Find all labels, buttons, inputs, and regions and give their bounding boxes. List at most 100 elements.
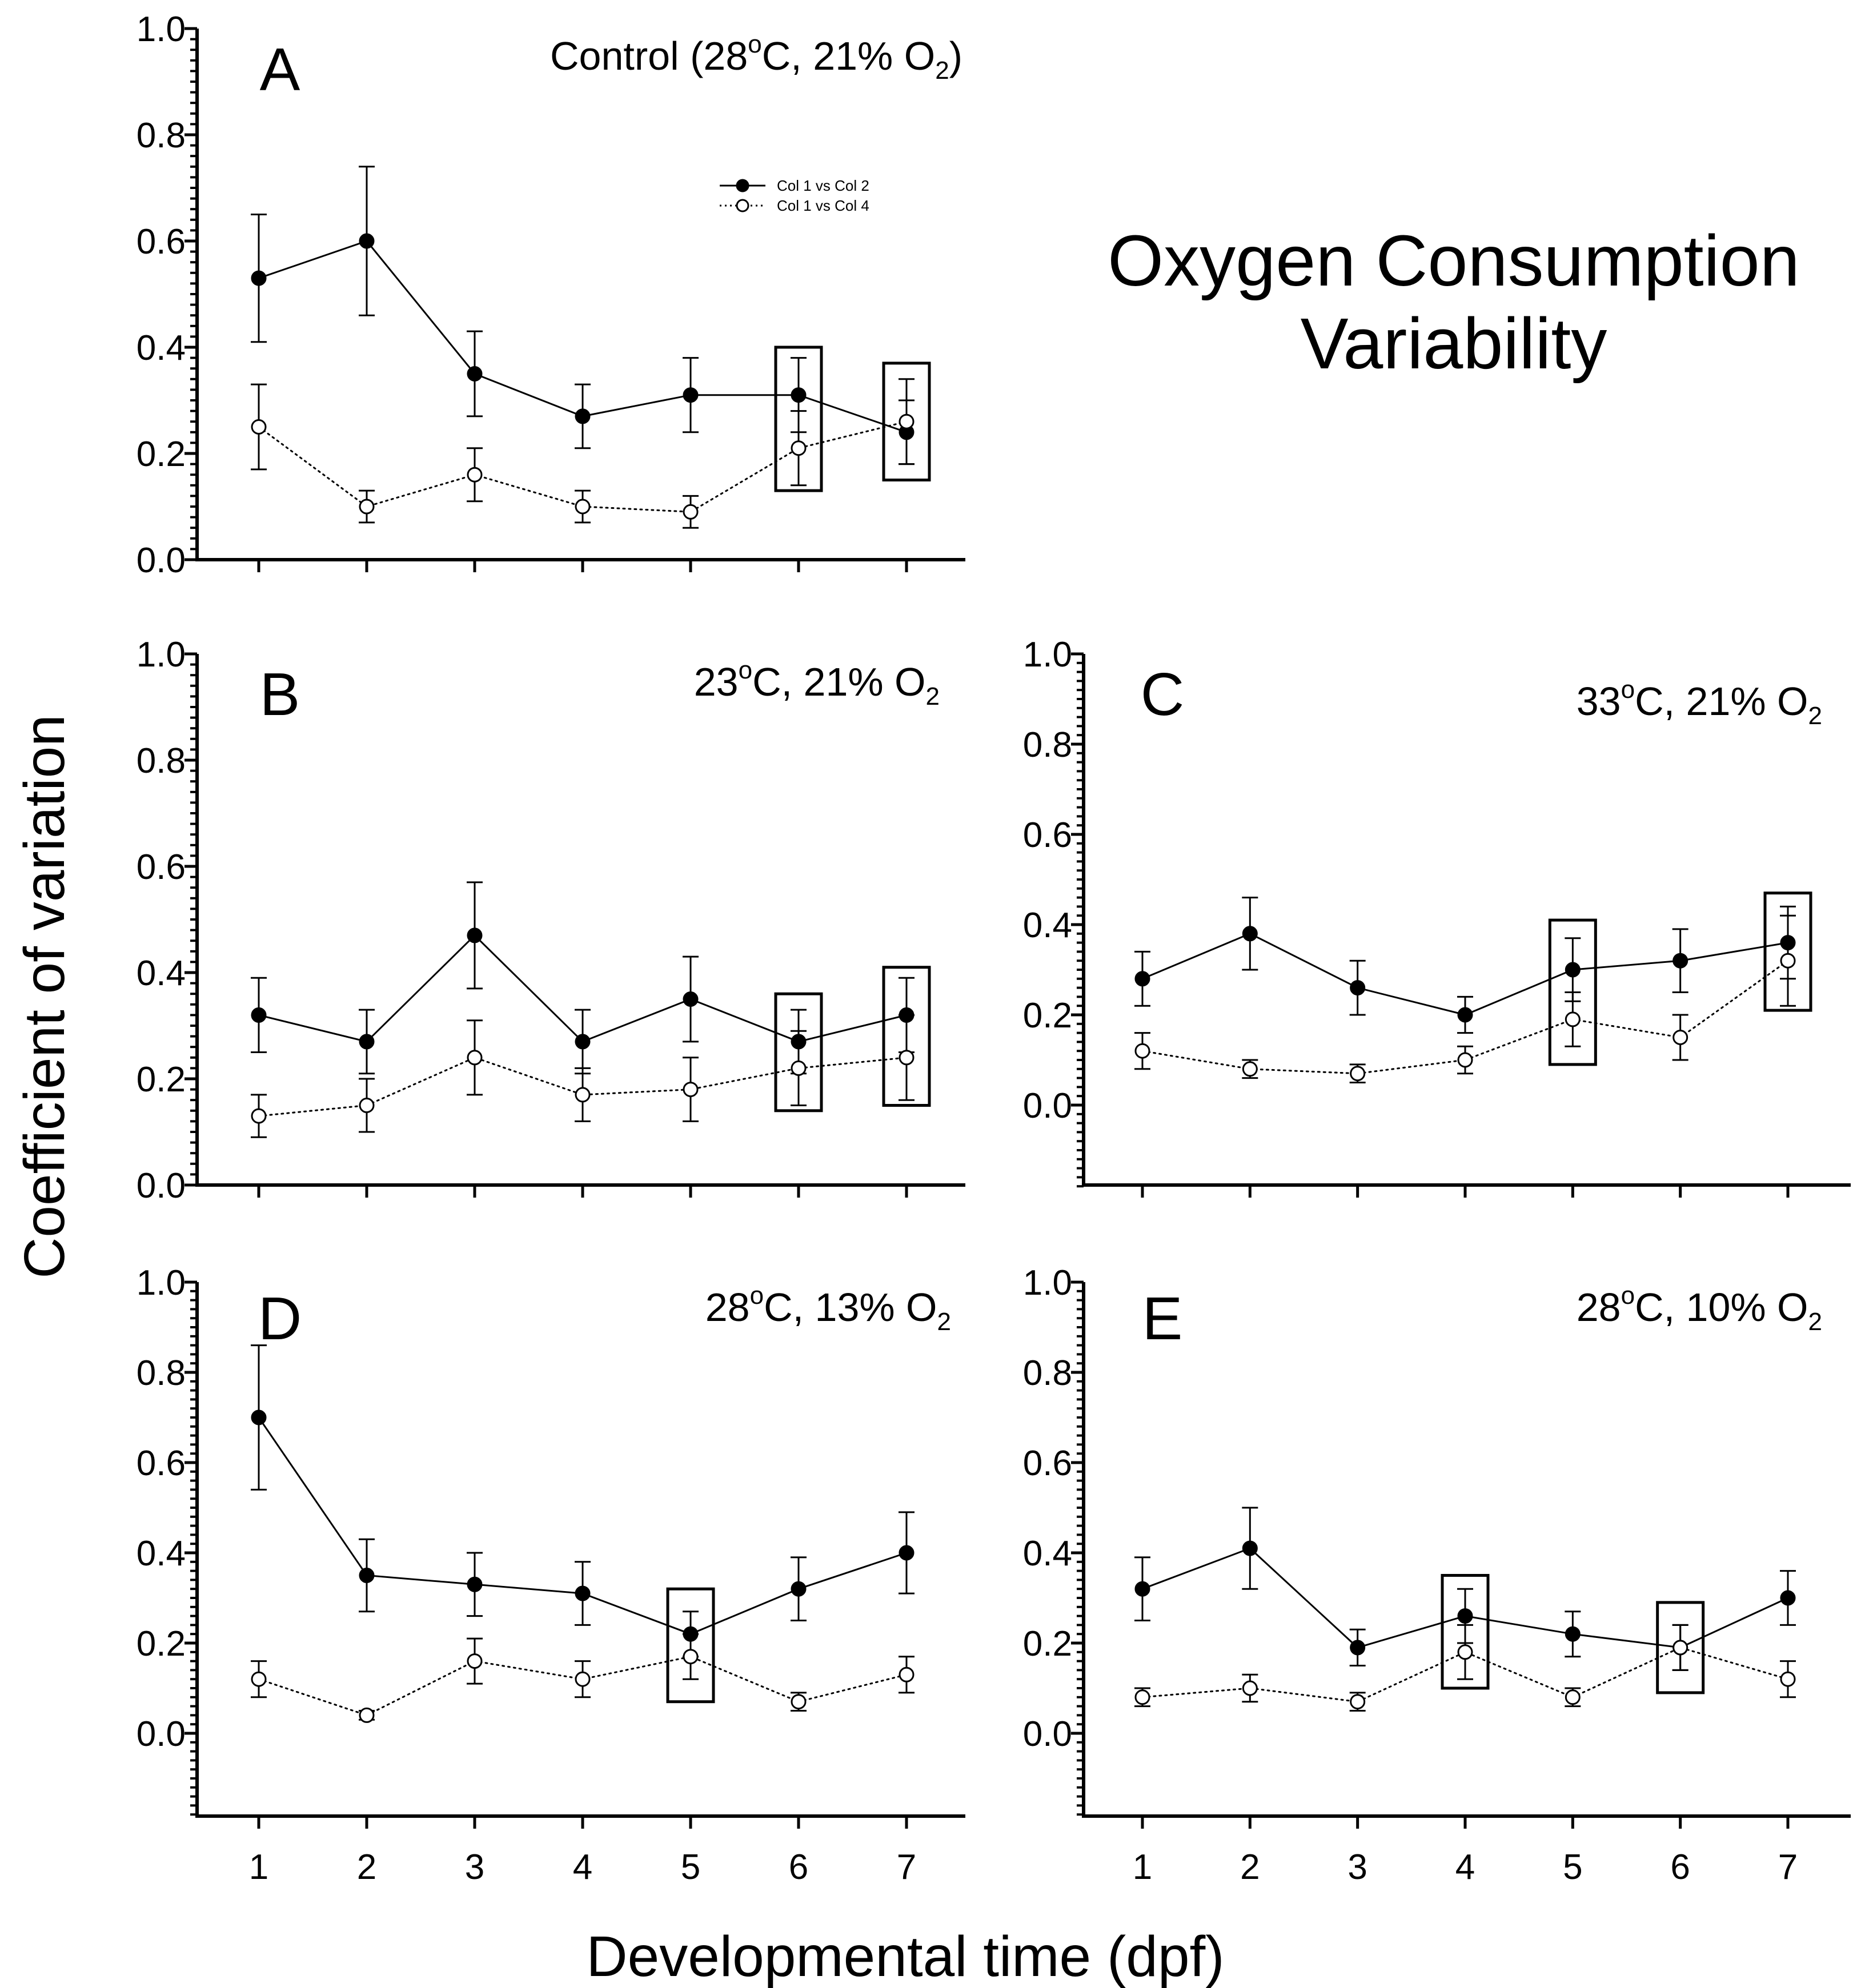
x-tick-label: 7 bbox=[897, 1848, 916, 1887]
data-point-open bbox=[683, 504, 699, 520]
highlight-box bbox=[666, 1587, 715, 1704]
data-point-filled bbox=[1565, 1626, 1581, 1642]
data-point-open bbox=[467, 1050, 483, 1066]
data-point-open bbox=[575, 499, 591, 515]
y-tick-label: 0.8 bbox=[137, 116, 186, 155]
data-point-filled bbox=[1350, 980, 1366, 996]
y-tick-label: 1.0 bbox=[137, 1263, 186, 1303]
data-point-filled bbox=[1242, 926, 1258, 942]
y-tick-label: 0.2 bbox=[137, 435, 186, 474]
highlight-box bbox=[774, 346, 823, 492]
data-point-filled bbox=[251, 1409, 267, 1425]
data-point-filled bbox=[467, 366, 483, 381]
data-point-filled bbox=[575, 1034, 591, 1050]
legend-label: Col 1 vs Col 2 bbox=[777, 177, 869, 194]
y-tick-label: 0.8 bbox=[1023, 1354, 1072, 1393]
data-point-filled bbox=[683, 991, 699, 1007]
panel-a: 0.0 0.2 0.4 0.6 0.8 1.0 A Control (28oC, 21% O2… bbox=[137, 10, 965, 580]
panel-letter: B bbox=[260, 661, 300, 728]
x-tick-label: 3 bbox=[465, 1848, 484, 1887]
x-tick-label: 4 bbox=[1455, 1848, 1475, 1887]
y-tick-label: 0.0 bbox=[137, 1166, 186, 1206]
data-point-open bbox=[1350, 1066, 1366, 1082]
data-point-filled bbox=[683, 387, 699, 403]
x-tick-label: 2 bbox=[1240, 1848, 1260, 1887]
highlight-box bbox=[1656, 1601, 1705, 1694]
data-point-filled bbox=[575, 1585, 591, 1601]
data-point-open bbox=[1350, 1694, 1366, 1710]
data-point-open bbox=[359, 499, 375, 515]
condition-label: 23oC, 21% O2 bbox=[694, 656, 940, 710]
panel-letter: A bbox=[260, 36, 300, 103]
y-tick-label: 1.0 bbox=[1023, 635, 1072, 674]
data-point-open bbox=[899, 413, 915, 429]
data-point-filled bbox=[1565, 962, 1581, 978]
data-point-open bbox=[1457, 1644, 1473, 1660]
data-point-filled bbox=[251, 270, 267, 286]
data-point-open bbox=[251, 419, 267, 435]
data-point-filled bbox=[1134, 971, 1150, 987]
data-point-filled bbox=[1457, 1007, 1473, 1023]
data-point-filled bbox=[791, 387, 807, 403]
y-tick-label: 0.4 bbox=[137, 1534, 186, 1573]
x-tick-label: 6 bbox=[789, 1848, 808, 1887]
panel-letter: D bbox=[258, 1285, 302, 1352]
data-point-filled bbox=[791, 1581, 807, 1597]
panel-c: 0.0 0.2 0.4 0.6 0.8 1.0 C 33oC, 21% O2 bbox=[1023, 635, 1851, 1198]
panel-b: 0.0 0.2 0.4 0.6 0.8 1.0 B 23oC, 21% O2 bbox=[137, 635, 965, 1206]
data-point-open bbox=[467, 1653, 483, 1669]
data-point-open bbox=[359, 1098, 375, 1113]
x-tick-label: 2 bbox=[357, 1848, 376, 1887]
legend: Col 1 vs Col 2 Col 1 vs Col 4 bbox=[720, 177, 869, 214]
data-point-filled bbox=[1780, 1590, 1796, 1606]
data-point-open bbox=[791, 1694, 807, 1710]
data-point-filled bbox=[467, 1576, 483, 1592]
y-tick-label: 0.6 bbox=[1023, 816, 1072, 855]
condition-label: 28oC, 13% O2 bbox=[705, 1282, 951, 1336]
y-tick-label: 0.8 bbox=[137, 1354, 186, 1393]
data-point-open bbox=[1780, 953, 1796, 969]
highlight-box bbox=[1763, 891, 1812, 1012]
data-point-open bbox=[251, 1671, 267, 1687]
data-point-filled bbox=[359, 233, 375, 249]
x-tick-label: 4 bbox=[573, 1848, 592, 1887]
panel-e: 0.0 0.2 0.4 0.6 0.8 1.0 1 2 3 4 5 6 7 E 28oC, 10% O2 bbox=[1023, 1263, 1851, 1887]
y-tick-label: 0.4 bbox=[137, 954, 186, 993]
data-point-open bbox=[791, 440, 807, 456]
condition-label: 28oC, 10% O2 bbox=[1577, 1282, 1822, 1336]
x-tick-label: 5 bbox=[1563, 1848, 1582, 1887]
data-point-open bbox=[1565, 1011, 1581, 1027]
y-tick-label: 1.0 bbox=[1023, 1263, 1072, 1303]
highlight-box bbox=[774, 992, 823, 1113]
data-point-filled bbox=[467, 927, 483, 943]
data-point-open bbox=[1672, 1640, 1688, 1656]
data-point-filled bbox=[359, 1568, 375, 1583]
y-tick-label: 0.6 bbox=[1023, 1444, 1072, 1483]
y-tick-label: 0.2 bbox=[1023, 1624, 1072, 1664]
x-tick-label: 5 bbox=[681, 1848, 700, 1887]
y-tick-label: 0.6 bbox=[137, 222, 186, 262]
panel-letter: E bbox=[1142, 1285, 1183, 1352]
data-point-open bbox=[359, 1707, 375, 1723]
legend-marker bbox=[736, 199, 749, 212]
data-point-open bbox=[1565, 1689, 1581, 1705]
data-point-open bbox=[251, 1108, 267, 1124]
data-point-filled bbox=[359, 1034, 375, 1050]
x-tick-label: 6 bbox=[1670, 1848, 1690, 1887]
highlight-box bbox=[882, 362, 931, 482]
data-point-filled bbox=[251, 1007, 267, 1023]
x-tick-label: 1 bbox=[1133, 1848, 1152, 1887]
data-point-open bbox=[1457, 1052, 1473, 1068]
x-axis-title: Developmental time (dpf) bbox=[586, 1925, 1224, 1988]
data-point-open bbox=[899, 1050, 915, 1066]
y-tick-label: 0.4 bbox=[137, 328, 186, 368]
legend-marker bbox=[736, 179, 749, 192]
figure-title-line-2: Variability bbox=[1301, 303, 1607, 384]
y-tick-label: 0.0 bbox=[1023, 1714, 1072, 1754]
data-point-open bbox=[1780, 1671, 1796, 1687]
y-tick-label: 0.8 bbox=[137, 741, 186, 781]
x-tick-label: 1 bbox=[249, 1848, 268, 1887]
data-point-filled bbox=[1134, 1581, 1150, 1597]
data-point-open bbox=[1134, 1689, 1150, 1705]
